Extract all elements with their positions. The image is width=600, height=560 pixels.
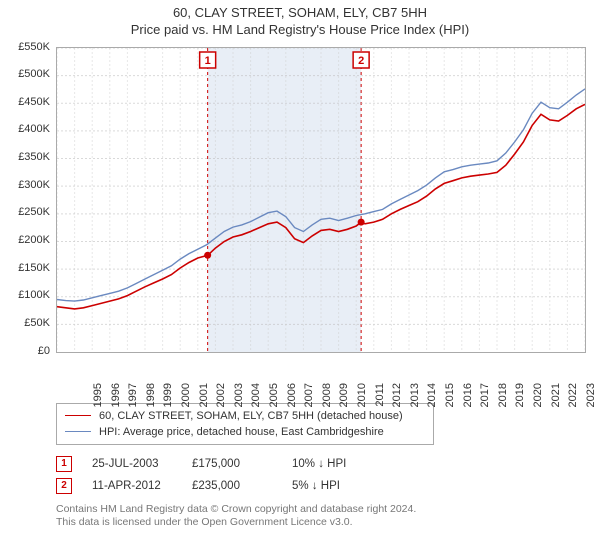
legend-label-hpi: HPI: Average price, detached house, East… (99, 426, 384, 438)
y-tick-label: £300K (18, 179, 50, 191)
legend-swatch-property (65, 415, 91, 416)
sale-delta: 5% ↓ HPI (292, 480, 372, 492)
license-text: Contains HM Land Registry data © Crown c… (56, 503, 592, 530)
y-tick-label: £100K (18, 289, 50, 301)
sales-row: 2 11-APR-2012 £235,000 5% ↓ HPI (56, 475, 592, 497)
x-tick-label: 2006 (286, 383, 298, 423)
y-tick-label: £450K (18, 96, 50, 108)
legend-swatch-hpi (65, 431, 91, 432)
x-tick-label: 2002 (215, 383, 227, 423)
y-tick-label: £0 (38, 345, 50, 357)
sale-date: 25-JUL-2003 (92, 458, 172, 470)
license-line: Contains HM Land Registry data © Crown c… (56, 503, 592, 517)
x-tick-label: 2008 (321, 383, 333, 423)
y-tick-label: £500K (18, 68, 50, 80)
license-line: This data is licensed under the Open Gov… (56, 516, 592, 530)
x-tick-label: 1995 (92, 383, 104, 423)
sale-marker-icon: 1 (56, 456, 72, 472)
x-tick-label: 2001 (198, 383, 210, 423)
x-tick-label: 2009 (338, 383, 350, 423)
x-tick-label: 2017 (479, 383, 491, 423)
page-subtitle: Price paid vs. HM Land Registry's House … (8, 22, 592, 37)
y-tick-label: £150K (18, 262, 50, 274)
x-tick-label: 1996 (110, 383, 122, 423)
svg-text:2: 2 (358, 55, 364, 67)
x-tick-label: 2000 (180, 383, 192, 423)
y-tick-label: £200K (18, 234, 50, 246)
x-tick-label: 2004 (250, 383, 262, 423)
x-tick-label: 2011 (374, 383, 386, 423)
sale-price: £235,000 (192, 480, 272, 492)
x-tick-label: 1998 (145, 383, 157, 423)
x-tick-label: 2021 (550, 383, 562, 423)
x-tick-label: 1999 (162, 383, 174, 423)
x-tick-label: 2023 (585, 383, 597, 423)
x-tick-label: 2012 (391, 383, 403, 423)
x-tick-label: 2015 (444, 383, 456, 423)
sales-row: 1 25-JUL-2003 £175,000 10% ↓ HPI (56, 453, 592, 475)
x-tick-label: 2019 (514, 383, 526, 423)
sale-marker-icon: 2 (56, 478, 72, 494)
plot-area: 12 (56, 47, 586, 353)
sale-delta: 10% ↓ HPI (292, 458, 372, 470)
x-axis-labels: 1995199619971998199920002001200220032004… (56, 355, 586, 399)
sale-price: £175,000 (192, 458, 272, 470)
x-tick-label: 2020 (532, 383, 544, 423)
y-tick-label: £350K (18, 151, 50, 163)
x-tick-label: 2003 (233, 383, 245, 423)
x-tick-label: 2010 (356, 383, 368, 423)
svg-text:1: 1 (205, 55, 211, 67)
chart: £0 £50K £100K £150K £200K £250K £300K £350K £400… (8, 41, 592, 399)
y-tick-label: £400K (18, 123, 50, 135)
x-tick-label: 1997 (127, 383, 139, 423)
x-tick-label: 2016 (462, 383, 474, 423)
x-tick-label: 2007 (303, 383, 315, 423)
x-tick-label: 2014 (426, 383, 438, 423)
y-tick-label: £550K (18, 41, 50, 53)
sale-date: 11-APR-2012 (92, 480, 172, 492)
chart-svg: 12 (57, 48, 585, 352)
x-tick-label: 2013 (409, 383, 421, 423)
sales-table: 1 25-JUL-2003 £175,000 10% ↓ HPI 2 11-AP… (56, 453, 592, 497)
x-tick-label: 2005 (268, 383, 280, 423)
y-tick-label: £50K (24, 317, 50, 329)
page-title: 60, CLAY STREET, SOHAM, ELY, CB7 5HH (8, 4, 592, 22)
y-axis-labels: £0£50K£100K£150K£200K£250K£300K£350K£400… (8, 47, 54, 353)
x-tick-label: 2018 (497, 383, 509, 423)
x-tick-label: 2022 (567, 383, 579, 423)
legend-row-hpi: HPI: Average price, detached house, East… (65, 424, 425, 440)
y-tick-label: £250K (18, 206, 50, 218)
